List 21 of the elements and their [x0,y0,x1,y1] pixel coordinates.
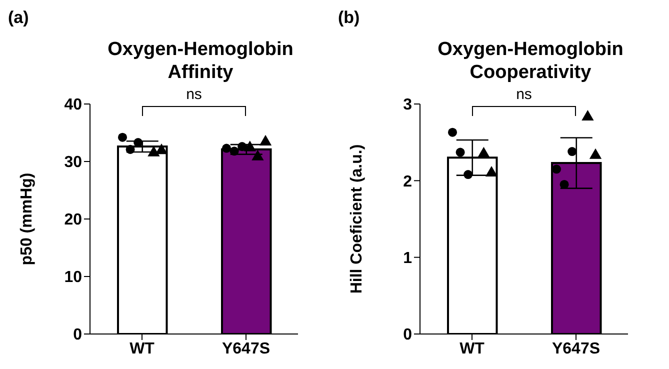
y-tick-label: 20 [64,212,82,229]
chart-title: Oxygen-Hemoglobin Affinity [106,38,294,84]
text: ns [185,86,203,103]
x-tick-label: WT [130,340,155,358]
chart-title: Oxygen-Hemoglobin Cooperativity [436,38,624,84]
x-tick-label: WT [460,340,485,358]
x-tick-label: Y647S [552,340,600,358]
y-axis-title: Hill Coeficient (a.u.) [348,144,366,294]
y-tick-label: 0 [403,326,412,344]
y-tick-label: 3 [403,96,412,114]
text: (b) [338,8,360,28]
y-tick-label: 30 [64,154,82,172]
y-tick-label: 0 [73,326,82,344]
y-tick-label: 40 [64,96,82,114]
text: (a) [8,8,29,28]
y-tick-label: 1 [403,250,412,268]
x-tick-label: Y647S [222,340,270,358]
y-tick-label: 10 [64,269,82,286]
y-axis-title: p50 (mmHg) [18,172,36,266]
text: ns [515,86,533,103]
y-tick-label: 2 [403,173,412,190]
